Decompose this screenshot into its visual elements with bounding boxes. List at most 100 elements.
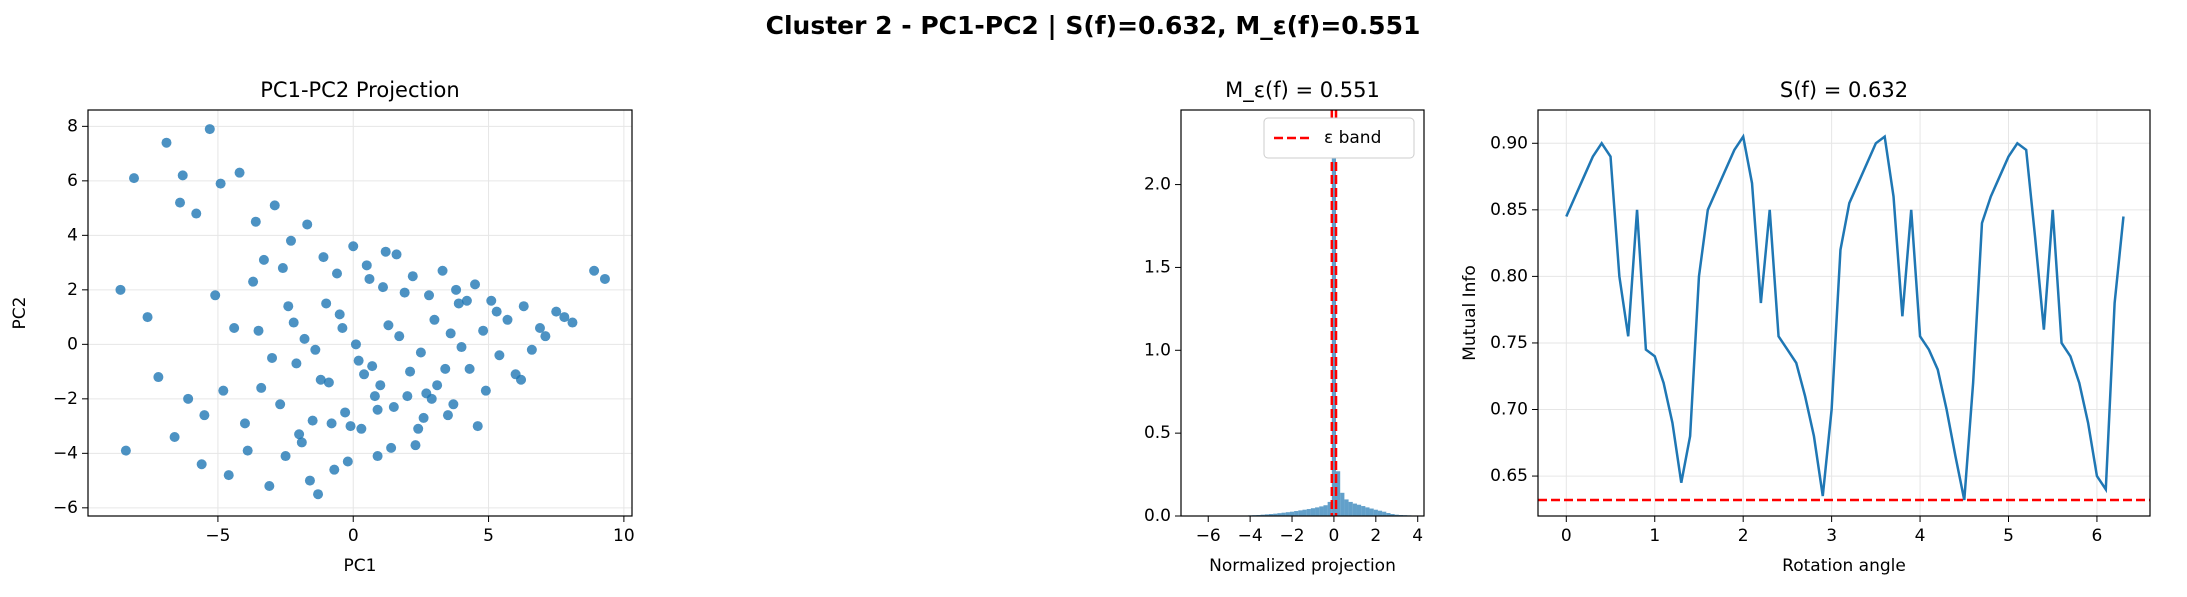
point <box>313 489 323 499</box>
point <box>424 290 434 300</box>
x-tick-label: −6 <box>1196 526 1221 546</box>
point <box>337 323 347 333</box>
y-tick-label: 8 <box>67 116 78 136</box>
y-axis-label: PC2 <box>10 297 30 330</box>
point <box>300 334 310 344</box>
y-tick-label: 4 <box>67 225 78 245</box>
point <box>413 424 423 434</box>
point <box>440 364 450 374</box>
point <box>419 413 429 423</box>
point <box>129 173 139 183</box>
y-tick-label: 0.0 <box>1144 506 1171 526</box>
y-tick-label: 1.0 <box>1144 340 1171 360</box>
point <box>359 369 369 379</box>
point <box>362 260 372 270</box>
y-tick-label: −4 <box>53 443 78 463</box>
bar <box>1378 511 1382 516</box>
point <box>321 298 331 308</box>
point <box>248 277 258 287</box>
point <box>332 268 342 278</box>
x-tick-label: 1 <box>1649 526 1660 546</box>
bar <box>1319 506 1323 516</box>
x-tick-label: −4 <box>1238 526 1263 546</box>
bar <box>1382 512 1386 516</box>
point <box>383 320 393 330</box>
point <box>161 138 171 148</box>
chart-title: PC1-PC2 Projection <box>260 78 459 102</box>
point <box>465 364 475 374</box>
point <box>432 380 442 390</box>
point <box>294 429 304 439</box>
point <box>535 323 545 333</box>
y-tick-label: 0.70 <box>1490 400 1528 420</box>
point <box>191 209 201 219</box>
line <box>1566 137 2123 500</box>
point <box>256 383 266 393</box>
point <box>446 328 456 338</box>
point <box>451 285 461 295</box>
bar <box>1298 510 1302 516</box>
point <box>589 266 599 276</box>
x-tick-label: 0 <box>1329 526 1340 546</box>
bar <box>1307 509 1311 516</box>
point <box>291 358 301 368</box>
point <box>394 331 404 341</box>
legend-label: ε band <box>1324 128 1381 148</box>
point <box>278 263 288 273</box>
point <box>327 418 337 428</box>
x-tick-label: 6 <box>2092 526 2103 546</box>
point <box>478 326 488 336</box>
axes-frame <box>1181 110 1424 516</box>
x-tick-label: 2 <box>1370 526 1381 546</box>
point <box>559 312 569 322</box>
point <box>473 421 483 431</box>
point <box>470 279 480 289</box>
bar <box>1370 509 1374 516</box>
point <box>343 457 353 467</box>
point <box>216 179 226 189</box>
y-tick-label: 0.65 <box>1490 466 1528 486</box>
point <box>305 476 315 486</box>
chart-title: M_ε(f) = 0.551 <box>1225 78 1380 103</box>
x-tick-label: 4 <box>1915 526 1926 546</box>
point <box>183 394 193 404</box>
point <box>170 432 180 442</box>
point <box>540 331 550 341</box>
point <box>527 345 537 355</box>
point <box>519 301 529 311</box>
point <box>210 290 220 300</box>
point <box>329 465 339 475</box>
bar <box>1311 508 1315 516</box>
bar <box>1344 499 1348 516</box>
point <box>503 315 513 325</box>
point <box>240 418 250 428</box>
y-tick-label: 0.75 <box>1490 333 1528 353</box>
point <box>400 288 410 298</box>
point <box>308 416 318 426</box>
point <box>251 217 261 227</box>
point <box>389 402 399 412</box>
point <box>567 318 577 328</box>
point <box>318 252 328 262</box>
point <box>429 315 439 325</box>
y-tick-label: 0.5 <box>1144 423 1171 443</box>
point <box>354 356 364 366</box>
point <box>373 451 383 461</box>
point <box>121 446 131 456</box>
point <box>340 407 350 417</box>
x-tick-label: 0 <box>1561 526 1572 546</box>
point <box>197 459 207 469</box>
point <box>375 380 385 390</box>
x-tick-label: 4 <box>1412 526 1423 546</box>
point <box>356 424 366 434</box>
bar <box>1303 510 1307 516</box>
point <box>494 350 504 360</box>
x-tick-label: 2 <box>1738 526 1749 546</box>
bar <box>1290 512 1294 516</box>
figure-title: Cluster 2 - PC1-PC2 | S(f)=0.632, M_ε(f)… <box>766 11 1421 40</box>
point <box>410 440 420 450</box>
y-tick-label: 0.90 <box>1490 133 1528 153</box>
point <box>302 219 312 229</box>
point <box>443 410 453 420</box>
